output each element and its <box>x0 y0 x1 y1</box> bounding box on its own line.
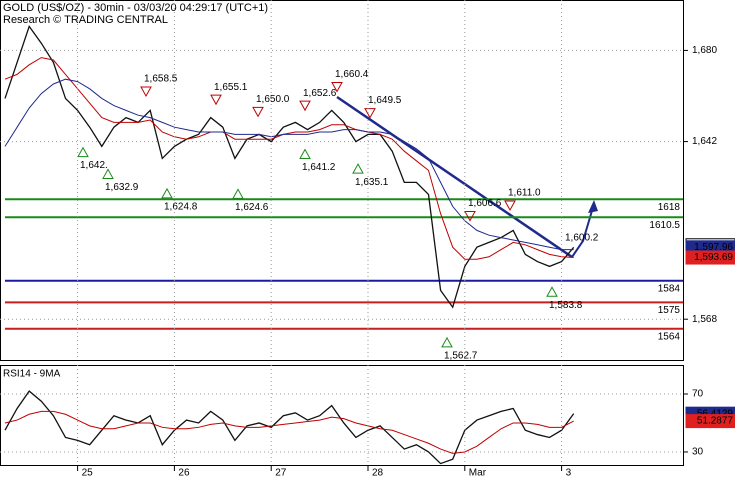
peak-label: 1,649.5 <box>368 95 402 106</box>
x-tick-label: 25 <box>82 468 94 479</box>
peak-label: 1,650.0 <box>256 94 290 105</box>
trough-label: 1,632.9 <box>105 182 139 193</box>
trough-label: 1,583.8 <box>549 300 583 311</box>
trough-label: 1,624.8 <box>164 202 198 213</box>
trough-marker <box>352 163 364 174</box>
note-label: 1,600.2 <box>565 233 599 244</box>
peak-marker <box>252 106 264 118</box>
peak-marker <box>504 200 516 212</box>
level-label: 1618 <box>658 202 681 213</box>
peak-marker <box>331 81 343 93</box>
source: Research © TRADING CENTRAL <box>3 14 168 26</box>
x-tick-label: 28 <box>372 468 384 479</box>
trough-marker <box>102 168 114 179</box>
price-tag-label: 56.4129 <box>697 408 734 419</box>
peak-marker <box>364 108 376 119</box>
price-tag <box>685 250 735 265</box>
series-line <box>4 57 574 260</box>
peak-label: 1,660.4 <box>335 69 369 80</box>
trough-label: 1,635.1 <box>355 177 389 188</box>
rsi-pane <box>0 365 684 466</box>
peak-label: 1,652.6 <box>303 88 337 99</box>
trough-marker <box>77 146 89 158</box>
chart-title: GOLD (US$/OZ) - 30min - 03/03/20 04:29:1… <box>3 2 268 14</box>
peak-label: 1,611.0 <box>508 188 541 199</box>
peak-label: 1,606.6 <box>468 198 502 209</box>
y-tick-label: 1,680 <box>692 45 717 56</box>
series-line <box>4 410 574 454</box>
level-label: 1575 <box>658 305 681 316</box>
price-tag-label: 51.2877 <box>697 416 734 427</box>
trend-line <box>336 95 573 259</box>
trough-label: 1,624.6 <box>235 202 269 213</box>
peak-label: 1,655.1 <box>214 82 248 93</box>
pane-title: RSI14 - 9MA <box>3 369 61 380</box>
y-tick-label: 30 <box>692 447 704 458</box>
peak-marker <box>299 100 311 112</box>
price-pane <box>0 0 684 361</box>
x-tick-label: 27 <box>275 468 287 479</box>
price-tag-label: 1,593.69 <box>694 252 733 263</box>
trough-marker <box>441 336 453 348</box>
trough-marker <box>299 148 311 160</box>
peak-marker <box>464 211 476 222</box>
series-line <box>4 24 575 309</box>
price-tag <box>685 414 735 429</box>
series-line <box>4 78 574 251</box>
peak-marker <box>140 86 152 98</box>
series-line <box>4 390 575 465</box>
price-tag-label: 1,597.96 <box>694 242 733 253</box>
trough-label: 1,642. <box>80 160 108 171</box>
trough-marker <box>232 188 244 199</box>
x-tick-label: 3 <box>566 468 572 479</box>
y-tick-label: 1,568 <box>692 314 717 325</box>
trough-label: 1,641.2 <box>302 162 336 173</box>
y-tick-label: 70 <box>692 389 704 400</box>
y-tick-label: 1,642 <box>692 136 717 147</box>
level-label: 1610.5 <box>649 220 680 231</box>
level-label: 1584 <box>658 283 681 294</box>
arrow-head <box>588 200 598 213</box>
peak-label: 1,658.5 <box>144 74 178 85</box>
peak-marker <box>210 94 222 106</box>
trough-marker <box>546 286 558 297</box>
trough-label: 1,562.7 <box>444 351 478 362</box>
x-tick-label: 26 <box>178 468 190 479</box>
x-tick-label: Mar <box>469 468 487 479</box>
level-label: 1564 <box>658 331 681 342</box>
trough-marker <box>161 187 173 199</box>
